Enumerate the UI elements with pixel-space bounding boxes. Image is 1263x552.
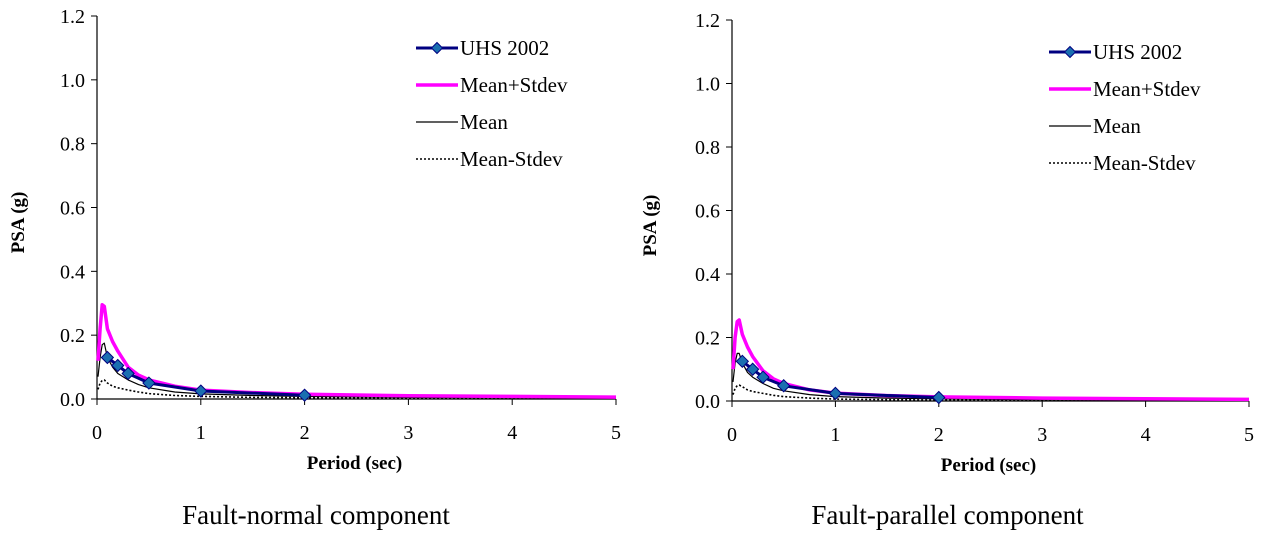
y-tick-label: 1.2 [695, 10, 720, 32]
chart-panel-fault-normal: 0.0 0.2 0.4 0.6 0.8 1.0 1.2 0 1 2 3 4 5 Period (sec) P… [8, 6, 621, 530]
y-tick-label: 0.2 [695, 328, 720, 350]
legend-label: Mean-Stdev [460, 147, 563, 171]
x-tick-label: 4 [507, 422, 517, 444]
x-tick-label: 0 [727, 424, 737, 446]
series-line-mean [97, 342, 617, 399]
legend-marker [430, 41, 444, 55]
y-tick-label: 1.0 [60, 70, 85, 92]
legend-label: Mean-Stdev [1093, 151, 1196, 175]
x-tick-label: 0 [92, 422, 102, 444]
x-axis-label: Period (sec) [941, 455, 1036, 476]
chart-caption: Fault-normal component [182, 500, 450, 530]
x-tick-label: 1 [830, 424, 840, 446]
uhs-data-point [111, 358, 125, 373]
y-tick-label: 1.2 [60, 6, 85, 28]
uhs-data-point [100, 350, 115, 365]
chart-panel-fault-parallel: 0.0 0.2 0.4 0.6 0.8 1.0 1.2 0 1 2 3 4 5 Period (sec) P… [632, 0, 1263, 552]
x-tick-label: 3 [1037, 424, 1047, 446]
y-tick-label: 0.4 [60, 261, 85, 283]
legend-label: Mean+Stdev [460, 73, 568, 97]
y-tick-label: 0.8 [60, 134, 85, 156]
uhs-data-point [776, 379, 791, 393]
legend-label: Mean [1093, 114, 1141, 138]
y-axis-label: PSA (g) [640, 195, 661, 257]
y-tick-label: 0.0 [695, 391, 720, 413]
x-tick-label: 3 [403, 422, 413, 444]
uhs-data-point [828, 386, 843, 401]
series-line-mean [732, 352, 1250, 401]
uhs-data-point [142, 376, 156, 390]
y-tick-label: 0.4 [695, 264, 720, 286]
x-tick-label: 1 [196, 422, 206, 444]
uhs-data-point [194, 384, 208, 398]
x-tick-label: 5 [611, 422, 621, 444]
x-tick-label: 5 [1244, 424, 1254, 446]
y-tick-label: 0.8 [695, 137, 720, 159]
uhs-data-point [745, 362, 760, 376]
uhs-data-point [756, 370, 770, 384]
y-tick-label: 0.6 [60, 198, 85, 220]
series-line-mean-plus [96, 303, 617, 399]
series-line-mean-plus [731, 318, 1250, 402]
chart-caption: Fault-parallel component [811, 500, 1084, 530]
legend-label: UHS 2002 [1093, 40, 1182, 64]
uhs-data-point [121, 366, 135, 381]
legend-label: Mean+Stdev [1093, 77, 1201, 101]
legend-label: UHS 2002 [460, 36, 549, 60]
uhs-data-point [932, 390, 946, 405]
x-tick-label: 4 [1141, 424, 1151, 446]
y-tick-label: 0.6 [695, 201, 720, 223]
x-tick-label: 2 [300, 422, 310, 444]
legend-label: Mean [460, 110, 508, 134]
x-axis-label: Period (sec) [307, 453, 402, 474]
y-axis-label: PSA (g) [8, 192, 29, 254]
series-line-mean-minus [97, 379, 616, 400]
series-line-mean-minus [732, 384, 1250, 402]
y-tick-label: 0.0 [60, 389, 85, 411]
y-tick-label: 0.2 [60, 325, 85, 347]
legend-marker [1063, 45, 1077, 59]
psa-chart-fault-normal: 0.0 0.2 0.4 0.6 0.8 1.0 1.2 0 1 2 3 4 5 Period (sec) P… [8, 6, 621, 474]
psa-chart-fault-parallel: 0.0 0.2 0.4 0.6 0.8 1.0 1.2 0 1 2 3 4 5 Period (sec) P… [640, 10, 1254, 476]
uhs-data-point [735, 354, 750, 369]
x-tick-label: 2 [934, 424, 944, 446]
y-tick-label: 1.0 [695, 74, 720, 96]
uhs-data-point [297, 388, 312, 402]
